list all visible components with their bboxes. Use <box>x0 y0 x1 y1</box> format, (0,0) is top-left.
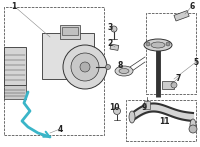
Bar <box>4 85 26 99</box>
Ellipse shape <box>115 66 133 76</box>
Text: 10: 10 <box>109 102 119 112</box>
Text: 6: 6 <box>189 1 195 10</box>
Ellipse shape <box>119 69 129 74</box>
Bar <box>4 7 104 135</box>
Bar <box>146 13 196 94</box>
Bar <box>60 25 80 39</box>
Circle shape <box>166 42 170 46</box>
Ellipse shape <box>129 111 135 123</box>
Bar <box>110 44 119 50</box>
Text: 11: 11 <box>159 117 169 127</box>
Circle shape <box>146 42 150 46</box>
Ellipse shape <box>144 39 172 51</box>
Text: 4: 4 <box>57 125 63 133</box>
Ellipse shape <box>151 42 165 48</box>
Text: 7: 7 <box>175 74 181 82</box>
Bar <box>174 11 189 21</box>
Circle shape <box>106 65 110 70</box>
Bar <box>62 27 78 35</box>
Circle shape <box>189 125 197 133</box>
Text: 3: 3 <box>107 22 113 31</box>
Ellipse shape <box>190 119 196 131</box>
Bar <box>162 81 174 89</box>
Text: 5: 5 <box>193 57 199 66</box>
Bar <box>144 101 150 109</box>
Circle shape <box>71 53 99 81</box>
Bar <box>42 33 94 79</box>
Bar <box>4 47 26 85</box>
Text: 1: 1 <box>11 1 17 10</box>
Text: 9: 9 <box>141 102 147 112</box>
Text: 8: 8 <box>117 61 123 70</box>
Circle shape <box>111 26 117 32</box>
Circle shape <box>114 107 120 115</box>
Circle shape <box>63 45 107 89</box>
Circle shape <box>171 82 177 88</box>
Bar <box>126 100 196 141</box>
Circle shape <box>80 62 90 72</box>
Text: 2: 2 <box>107 39 113 47</box>
